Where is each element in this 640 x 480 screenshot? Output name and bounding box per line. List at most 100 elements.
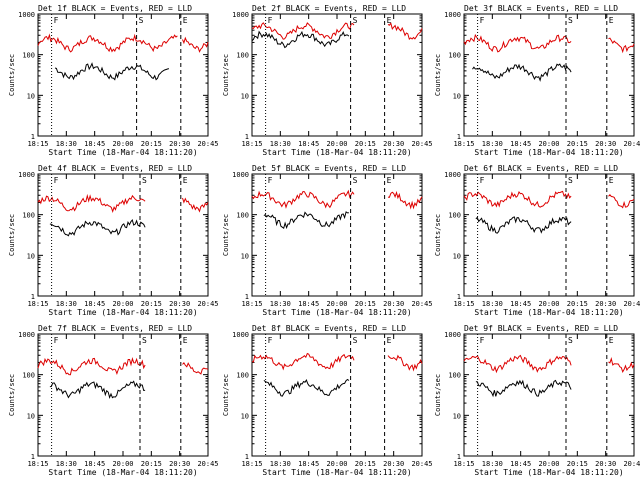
x-tick-label: 20:15 (355, 140, 376, 148)
x-tick-label: 18:30 (56, 460, 77, 468)
panel-title: Det 5f BLACK = Events, RED = LLD (252, 164, 406, 173)
x-tick-label: 18:45 (510, 140, 531, 148)
x-tick-label: 18:15 (241, 460, 262, 468)
x-axis-label: Start Time (18-Mar-04 18:11:20) (262, 468, 411, 477)
plot-frame (37, 333, 209, 457)
x-axis-label: Start Time (18-Mar-04 18:11:20) (474, 308, 623, 317)
plot-frame (37, 173, 209, 297)
marker-label: S (139, 16, 144, 25)
y-tick-label: 1 (245, 453, 249, 461)
marker-label: E (387, 16, 392, 25)
marker-label: E (609, 16, 614, 25)
lld-series-line (251, 352, 355, 371)
plot-frame (251, 333, 423, 457)
x-tick-label: 18:45 (84, 460, 105, 468)
y-tick-label: 10 (27, 92, 35, 100)
x-tick-label: 18:15 (241, 300, 262, 308)
x-tick-label: 20:30 (169, 460, 190, 468)
x-tick-label: 18:45 (298, 140, 319, 148)
marker-label: E (609, 176, 614, 185)
marker-label: S (353, 176, 358, 185)
x-tick-label: 20:45 (623, 140, 640, 148)
x-tick-label: 20:45 (197, 460, 218, 468)
marker-label: E (183, 176, 188, 185)
x-tick-label: 20:00 (538, 300, 559, 308)
events-series-line (49, 380, 146, 399)
x-tick-label: 20:00 (326, 300, 347, 308)
plot-frame (37, 13, 209, 137)
x-tick-label: 20:15 (567, 300, 588, 308)
y-tick-label: 10 (453, 252, 461, 260)
x-tick-label: 18:30 (482, 460, 503, 468)
x-tick-label: 18:45 (84, 140, 105, 148)
x-tick-label: 18:30 (270, 300, 291, 308)
x-tick-label: 20:15 (567, 460, 588, 468)
marker-label: F (268, 16, 273, 25)
x-tick-label: 18:15 (27, 140, 48, 148)
y-axis-label: Counts/sec (8, 374, 16, 416)
marker-label: F (54, 16, 59, 25)
y-axis-label: Counts/sec (222, 214, 230, 256)
y-tick-label: 10 (453, 412, 461, 420)
y-tick-label: 10 (453, 92, 461, 100)
y-tick-label: 1 (31, 133, 35, 141)
x-tick-label: 20:45 (197, 300, 218, 308)
marker-label: F (54, 176, 59, 185)
x-tick-label: 20:00 (112, 140, 133, 148)
lld-series-line (463, 33, 572, 53)
x-tick-label: 18:30 (56, 300, 77, 308)
x-axis-label: Start Time (18-Mar-04 18:11:20) (474, 148, 623, 157)
y-tick-label: 1 (457, 133, 461, 141)
y-tick-label: 1 (457, 293, 461, 301)
x-tick-label: 18:45 (298, 300, 319, 308)
marker-label: E (387, 336, 392, 345)
lld-series-line (182, 197, 209, 213)
lld-series-line (37, 193, 146, 213)
panel-title: Det 1f BLACK = Events, RED = LLD (38, 4, 192, 13)
x-tick-label: 18:15 (453, 300, 474, 308)
x-tick-label: 20:15 (141, 460, 162, 468)
lld-series-line (387, 22, 423, 40)
y-axis-label: Counts/sec (434, 54, 442, 96)
x-tick-label: 18:30 (56, 140, 77, 148)
y-tick-label: 1000 (444, 11, 461, 19)
y-tick-label: 1000 (232, 331, 249, 339)
marker-label: S (353, 16, 358, 25)
lld-series-line (608, 37, 635, 54)
x-tick-label: 18:30 (482, 140, 503, 148)
marker-label: F (480, 16, 485, 25)
y-tick-label: 1000 (18, 331, 35, 339)
y-tick-label: 1 (245, 133, 249, 141)
x-tick-label: 20:45 (623, 460, 640, 468)
y-tick-label: 10 (27, 252, 35, 260)
marker-label: F (268, 336, 273, 345)
x-tick-label: 18:15 (27, 300, 48, 308)
plot-frame (463, 333, 635, 457)
x-tick-label: 20:15 (355, 460, 376, 468)
x-tick-label: 18:45 (510, 460, 531, 468)
x-tick-label: 20:30 (169, 300, 190, 308)
y-tick-label: 10 (241, 412, 249, 420)
y-tick-label: 1000 (232, 171, 249, 179)
y-tick-label: 1000 (444, 331, 461, 339)
y-tick-label: 1 (31, 453, 35, 461)
panel-title: Det 7f BLACK = Events, RED = LLD (38, 324, 192, 333)
plot-frame (251, 13, 423, 137)
y-tick-label: 1 (457, 453, 461, 461)
y-tick-label: 100 (22, 52, 35, 60)
y-axis-label: Counts/sec (8, 54, 16, 96)
x-tick-label: 20:15 (567, 140, 588, 148)
x-tick-label: 20:45 (411, 460, 432, 468)
x-axis-label: Start Time (18-Mar-04 18:11:20) (262, 148, 411, 157)
y-tick-label: 10 (241, 252, 249, 260)
x-tick-label: 18:15 (453, 460, 474, 468)
y-tick-label: 100 (448, 212, 461, 220)
y-tick-label: 100 (22, 372, 35, 380)
marker-label: F (480, 176, 485, 185)
y-tick-label: 10 (27, 412, 35, 420)
panel-title: Det 2f BLACK = Events, RED = LLD (252, 4, 406, 13)
y-tick-label: 1000 (18, 11, 35, 19)
x-tick-label: 18:45 (84, 300, 105, 308)
y-tick-label: 100 (448, 372, 461, 380)
